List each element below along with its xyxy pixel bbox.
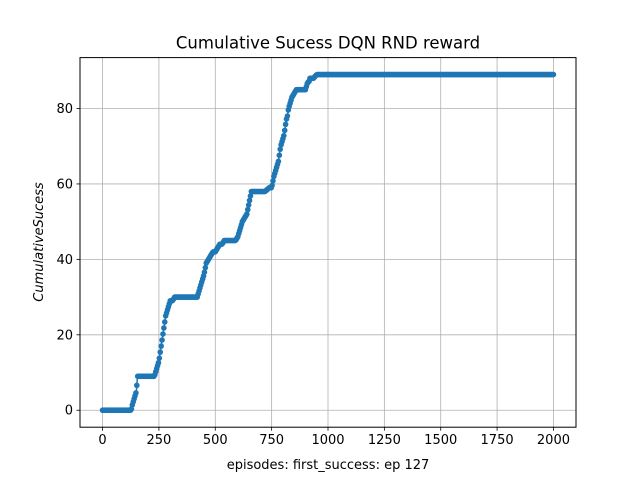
- data-point: [269, 182, 275, 189]
- data-point: [134, 382, 140, 389]
- data-point: [155, 359, 162, 366]
- y-tick-label: 60: [56, 177, 73, 192]
- x-tick-label: 1000: [311, 433, 344, 448]
- data-point: [156, 355, 163, 361]
- x-tick-label: 1250: [368, 433, 401, 448]
- x-tick-label: 250: [146, 433, 171, 448]
- x-tick-label: 1750: [481, 433, 514, 448]
- data-point: [161, 319, 168, 325]
- data-point: [157, 349, 164, 355]
- data-point: [276, 152, 283, 159]
- data-point: [282, 121, 289, 128]
- data-point: [133, 390, 139, 396]
- y-axis-label: CumulativeSucess: [32, 182, 47, 302]
- data-point: [281, 132, 287, 139]
- y-tick-label: 40: [56, 253, 73, 268]
- data-point: [270, 178, 276, 184]
- x-tick-label: 2000: [537, 433, 570, 448]
- data-point: [247, 193, 254, 199]
- data-point: [201, 269, 208, 275]
- data-point: [159, 337, 165, 343]
- data-point: [245, 202, 252, 208]
- x-tick-label: 0: [98, 433, 106, 448]
- data-point: [550, 71, 557, 78]
- data-point: [246, 197, 253, 204]
- x-tick-label: 1500: [424, 433, 457, 448]
- x-tick-label: 750: [259, 433, 284, 448]
- data-point: [158, 343, 164, 349]
- data-series: [99, 71, 557, 414]
- data-point: [202, 264, 209, 271]
- data-point: [244, 211, 250, 217]
- chart-title: Cumulative Sucess DQN RND reward: [176, 34, 480, 53]
- y-tick-label: 80: [56, 102, 73, 117]
- data-point: [160, 331, 166, 337]
- grid: [80, 57, 576, 428]
- data-point: [281, 127, 288, 134]
- x-tick-label: 500: [203, 433, 228, 448]
- data-point: [277, 146, 284, 153]
- data-point: [284, 113, 291, 119]
- data-point: [161, 325, 167, 331]
- data-point: [275, 158, 282, 165]
- data-point: [244, 206, 251, 213]
- y-tick-label: 20: [56, 328, 73, 343]
- x-axis-label: episodes: first_success: ep 127: [227, 458, 430, 473]
- y-tick-label: 0: [65, 404, 73, 419]
- axis-ticks: 0 250 500 750 1000 1250 1500 1750 2000 0 20 40 60 80: [56, 102, 570, 448]
